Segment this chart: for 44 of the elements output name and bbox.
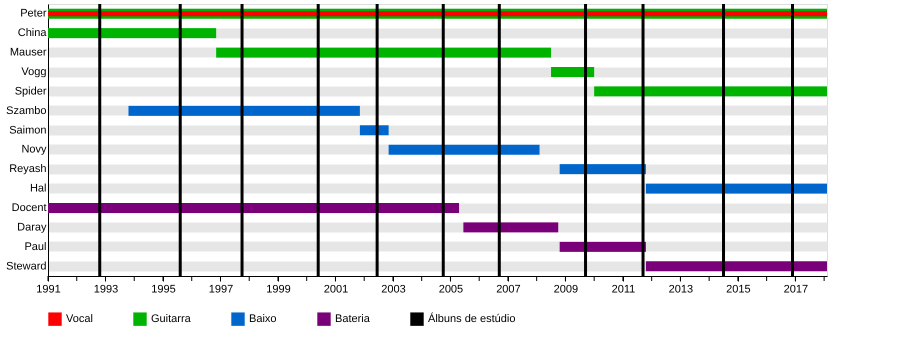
x-tick-label: 2001 [324,284,348,296]
y-tick-label: Vogg [21,66,46,78]
y-tick-label: Docent [12,202,46,214]
legend-label: Vocal [66,313,93,326]
x-tick-label: 1999 [266,284,291,296]
x-tick-label: 1991 [36,284,61,296]
y-tick-label: Novy [21,144,47,156]
y-tick-label: Daray [17,221,47,234]
y-tick-label: Hal [30,182,46,195]
x-tick-label: 2015 [726,284,751,296]
y-tick-label: China [18,27,48,40]
bar [646,261,827,272]
x-tick-label: 2005 [438,284,464,296]
x-tick-label: 1995 [151,284,176,296]
legend-label: Baixo [249,313,277,326]
y-tick-label: Spider [14,85,47,98]
x-tick-label: 2009 [554,284,578,296]
y-tick-label: Mauser [10,46,47,59]
y-tick-label: Steward [6,260,46,272]
bar [463,222,558,232]
y-tick-label: Peter [20,8,47,20]
bar [48,11,827,16]
bar [560,242,646,252]
bar [551,67,594,77]
x-tick-label: 2011 [612,284,636,296]
legend-label: Bateria [335,313,371,326]
bar [560,164,646,174]
y-tick-label: Saimon [9,124,46,136]
x-tick-label: 2003 [381,284,406,296]
x-tick-label: 2017 [784,284,808,296]
legend-label: Álbuns de estúdio [428,312,516,326]
legend-label: Guitarra [151,313,192,326]
bar [646,184,827,194]
y-tick-label: Paul [24,240,46,253]
bar [48,28,216,38]
bar [594,86,827,96]
y-tick-label: Szambo [6,104,46,117]
y-tick-label: Reyash [9,163,46,176]
bar [388,144,540,155]
bar [128,106,360,116]
x-tick-label: 2007 [496,284,521,296]
x-tick-label: 2013 [668,284,694,296]
x-tick-label: 1993 [94,284,118,296]
x-tick-label: 1997 [208,284,234,296]
